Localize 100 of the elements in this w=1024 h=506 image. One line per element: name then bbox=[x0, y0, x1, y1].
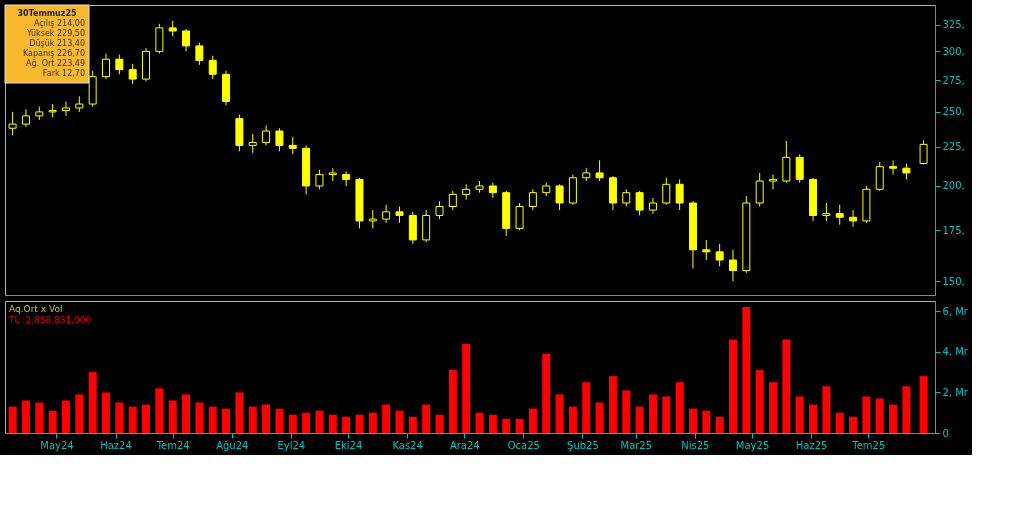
bar bbox=[782, 339, 791, 433]
bar bbox=[222, 408, 231, 433]
x-tick-label: Ağu24 bbox=[216, 439, 249, 451]
bar bbox=[302, 412, 311, 433]
candlestick bbox=[195, 42, 204, 66]
bar bbox=[408, 416, 417, 433]
candlestick bbox=[675, 178, 684, 211]
bar bbox=[368, 412, 377, 433]
x-tick-label: Tem25 bbox=[851, 439, 886, 451]
annotation: Açılış 214,00 bbox=[33, 19, 85, 28]
candlestick bbox=[182, 28, 191, 52]
bar bbox=[849, 416, 858, 433]
x-tick-label: Ara24 bbox=[449, 439, 480, 451]
bar bbox=[889, 404, 898, 433]
y-tick-label: 4, Mr bbox=[942, 346, 969, 358]
bar bbox=[862, 396, 871, 433]
candlestick bbox=[315, 169, 324, 190]
annotation: Kapanış 226,70 bbox=[23, 49, 85, 58]
bar bbox=[8, 406, 17, 433]
bar bbox=[755, 370, 764, 433]
candlestick bbox=[128, 63, 137, 85]
x-tick-label: Haz24 bbox=[100, 439, 132, 451]
bar bbox=[155, 388, 164, 433]
bar bbox=[248, 406, 257, 433]
x-tick-label: Kas24 bbox=[392, 439, 423, 451]
x-tick-label: Oca25 bbox=[507, 439, 540, 451]
candlestick bbox=[155, 23, 164, 55]
bar bbox=[182, 394, 191, 433]
bar bbox=[75, 394, 84, 433]
candlestick bbox=[782, 140, 791, 184]
y-tick-label: 325, bbox=[942, 19, 965, 31]
candlestick bbox=[275, 127, 284, 152]
x-tick-label: Eki24 bbox=[334, 439, 363, 451]
y-tick-label: 225, bbox=[942, 141, 965, 153]
candlestick bbox=[769, 174, 778, 190]
candlestick bbox=[702, 239, 711, 261]
bar bbox=[422, 404, 431, 433]
bar bbox=[115, 402, 124, 433]
bar bbox=[382, 404, 391, 433]
bar bbox=[142, 404, 151, 433]
candlestick bbox=[262, 124, 271, 146]
bar bbox=[728, 339, 737, 433]
candlestick bbox=[595, 159, 604, 182]
x-tick-label: May25 bbox=[735, 439, 770, 451]
bar bbox=[822, 386, 831, 433]
bar bbox=[555, 394, 564, 433]
bar bbox=[742, 307, 751, 433]
x-tick-label: Mar25 bbox=[620, 439, 653, 451]
annotation: TL :2.858.831.000 bbox=[8, 315, 92, 325]
bar bbox=[475, 412, 484, 433]
bar bbox=[488, 414, 497, 433]
bar bbox=[622, 390, 631, 433]
bar bbox=[795, 396, 804, 433]
candlestick bbox=[755, 172, 764, 207]
candlestick bbox=[635, 190, 644, 216]
annotation: Ağ. Ort 223,49 bbox=[26, 59, 85, 68]
bar bbox=[288, 414, 297, 433]
bar bbox=[702, 410, 711, 433]
bar bbox=[448, 370, 457, 433]
bar bbox=[835, 412, 844, 433]
bar bbox=[635, 406, 644, 433]
bar bbox=[688, 408, 697, 433]
bar bbox=[595, 402, 604, 433]
candlestick bbox=[342, 170, 351, 187]
bar bbox=[102, 392, 110, 433]
bar bbox=[88, 372, 97, 433]
bar bbox=[502, 418, 511, 433]
candlestick bbox=[102, 53, 110, 80]
candlestick bbox=[515, 202, 524, 231]
candlestick bbox=[115, 54, 124, 75]
candlestick bbox=[448, 190, 457, 211]
candlestick bbox=[919, 139, 928, 165]
candlestick bbox=[8, 111, 17, 136]
candlestick bbox=[61, 100, 70, 117]
bar bbox=[208, 406, 217, 433]
bar bbox=[355, 414, 364, 433]
y-tick-label: 250, bbox=[942, 106, 965, 118]
candlestick bbox=[488, 182, 497, 199]
bar bbox=[342, 416, 351, 433]
candlestick bbox=[528, 188, 537, 211]
candlestick bbox=[728, 249, 737, 282]
y-tick-label: 0 bbox=[942, 427, 949, 439]
bar bbox=[515, 418, 524, 433]
bar bbox=[875, 398, 884, 433]
candlestick bbox=[368, 209, 377, 229]
bar bbox=[235, 392, 244, 433]
bar bbox=[328, 414, 337, 433]
candlestick bbox=[662, 177, 671, 206]
y-tick-label: 175, bbox=[942, 224, 965, 236]
bar bbox=[195, 402, 204, 433]
bar bbox=[919, 376, 928, 433]
y-tick-label: 275, bbox=[942, 74, 965, 86]
bar bbox=[902, 386, 911, 433]
annotation: Aq.Ort x Vol bbox=[9, 304, 63, 314]
bar bbox=[608, 376, 617, 433]
annotation: Fark 12,70 bbox=[42, 69, 85, 78]
bar bbox=[769, 382, 778, 433]
candlestick bbox=[835, 204, 844, 226]
candlestick bbox=[875, 161, 884, 192]
bar bbox=[275, 408, 284, 433]
